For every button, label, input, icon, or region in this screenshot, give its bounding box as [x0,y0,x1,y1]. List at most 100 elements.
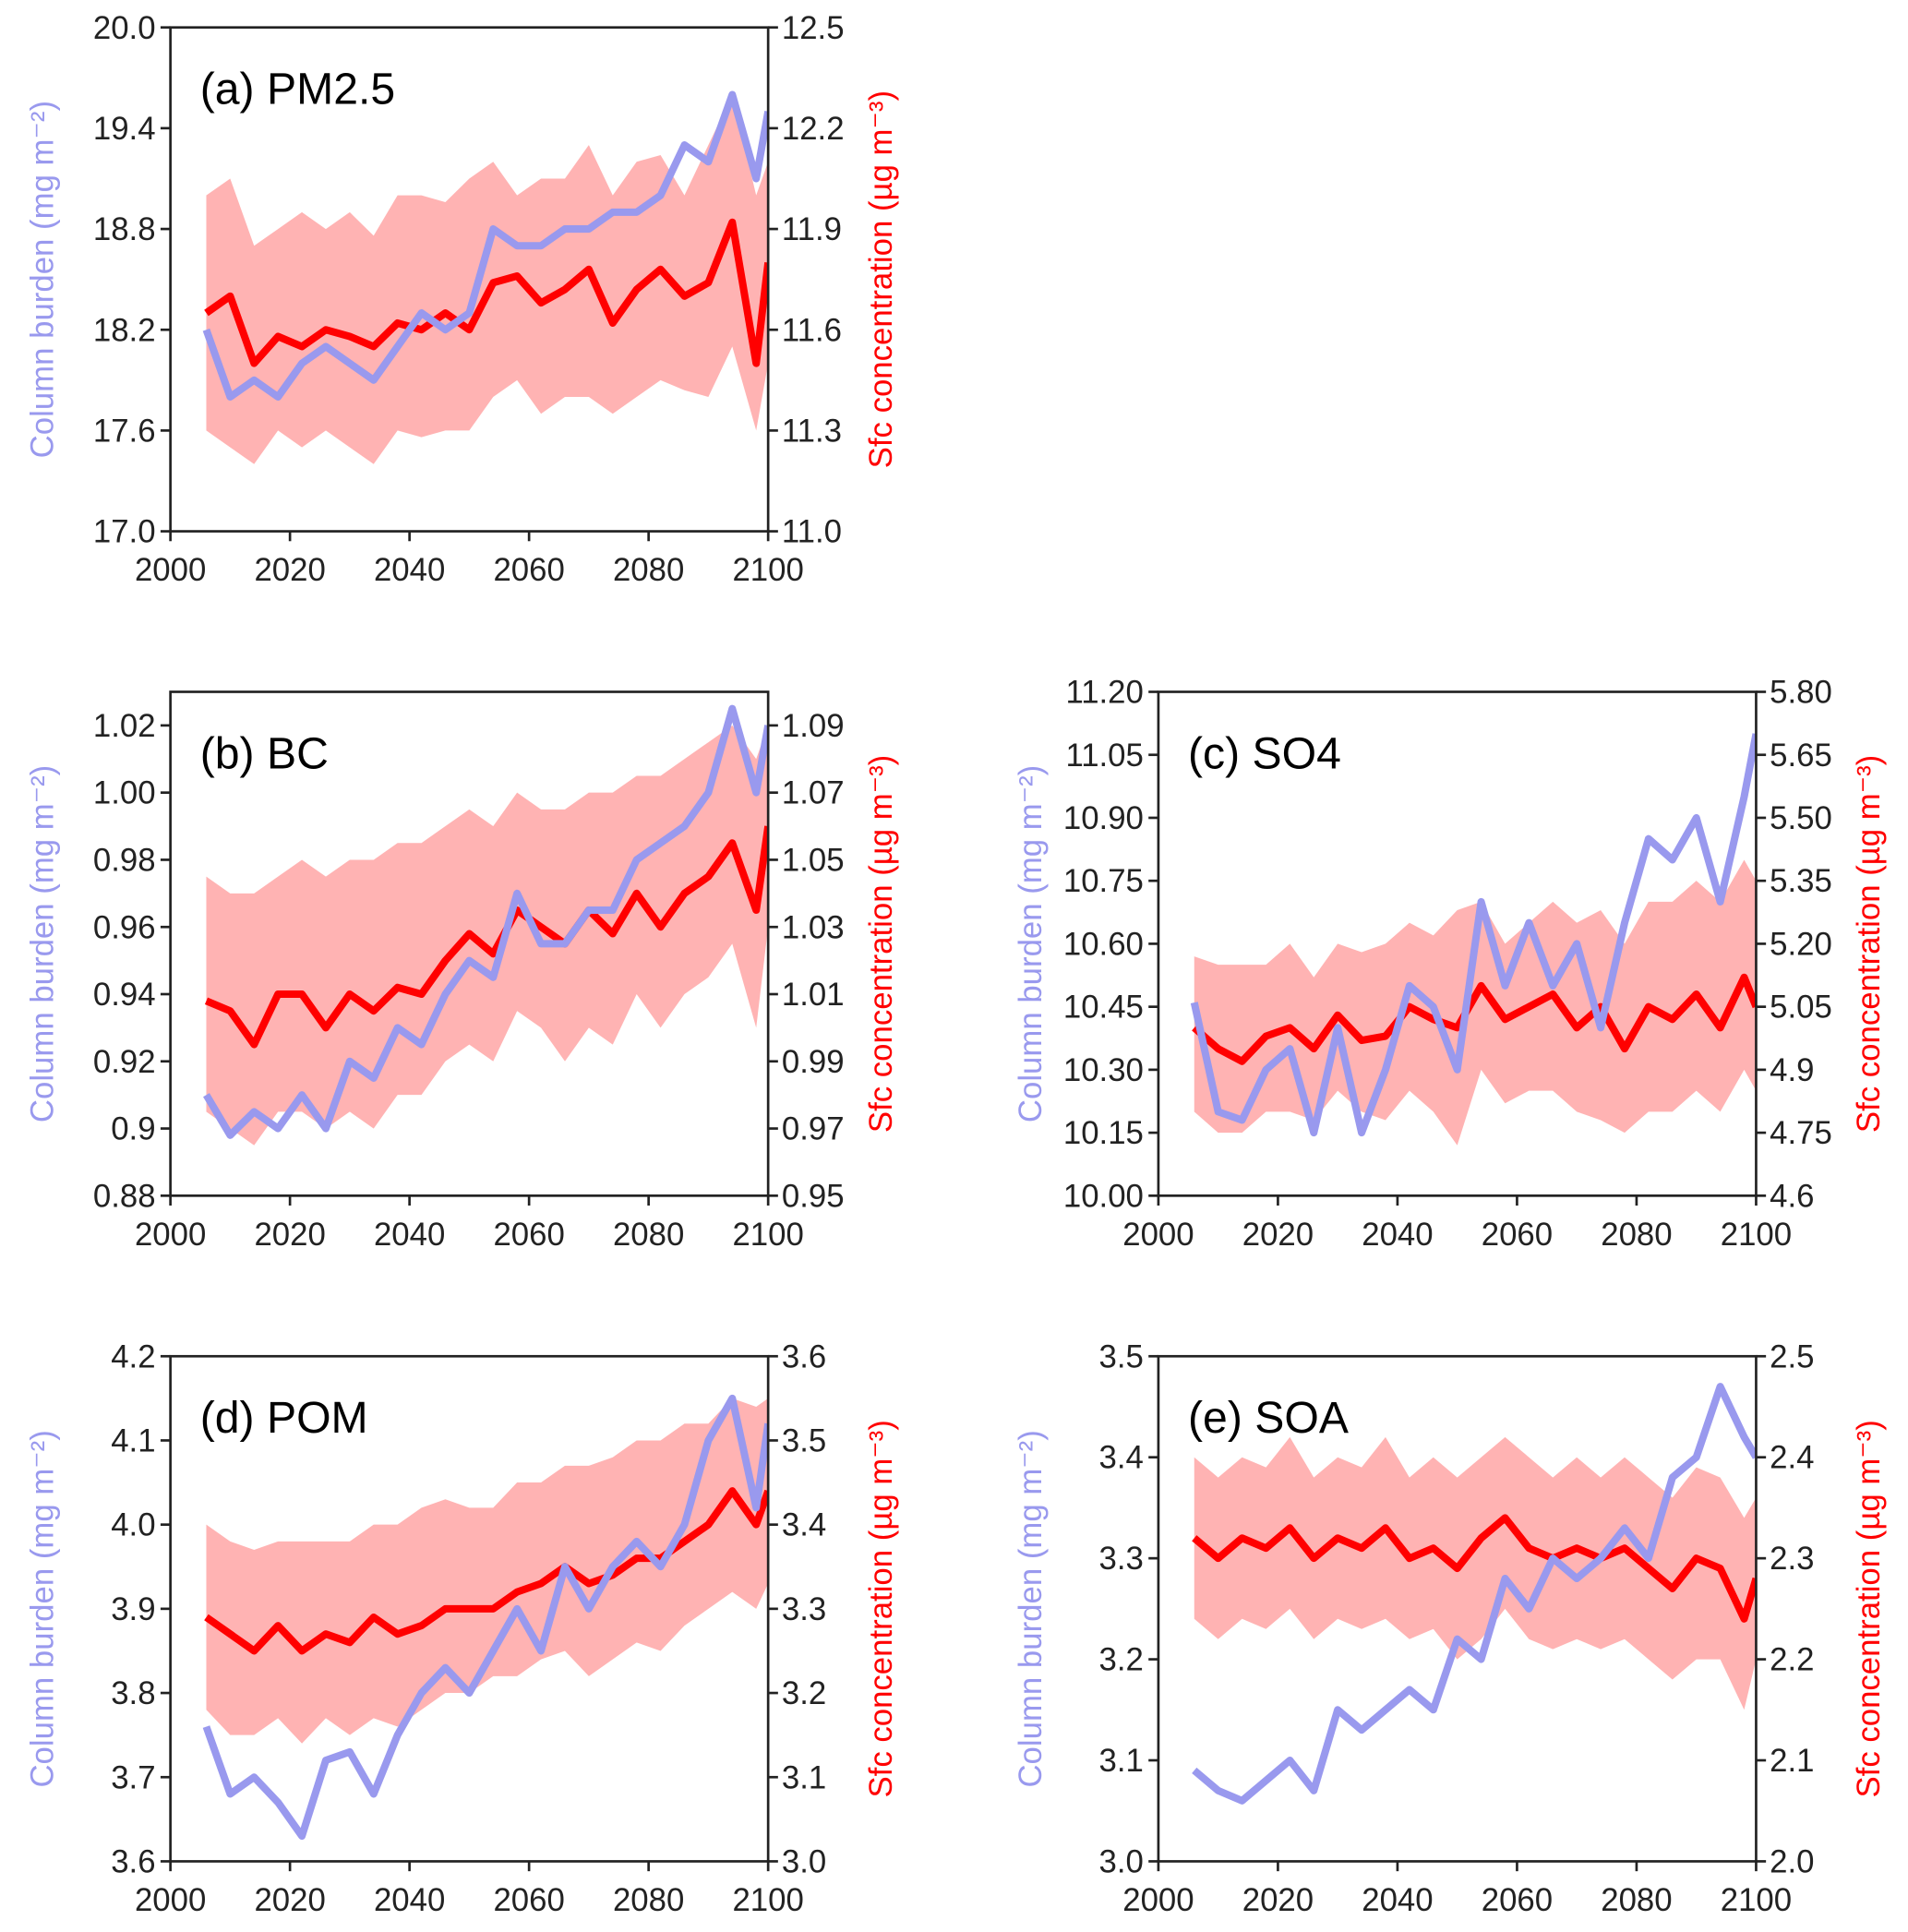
y-tick-label: 0.88 [93,1179,156,1214]
y-axis-label: Column burden (mg m⁻²) [26,1430,61,1787]
y2-axis-label: Sfc concentration (µg m⁻³) [864,90,899,468]
y2-tick-label: 2.0 [1770,1844,1814,1879]
y2-tick-label: 12.5 [782,11,845,46]
x-tick-label: 2060 [493,1883,564,1918]
y2-tick-label: 3.0 [782,1844,826,1879]
x-tick-label: 2060 [1482,1883,1553,1918]
y-tick-label: 0.94 [93,978,156,1013]
panel: 2000 2020 2040 2060 2080 2100 3.0 3.1 3.2 3.3 3.4 3… [1014,1339,1887,1918]
x-tick-label: 2080 [1601,1883,1672,1918]
y2-tick-label: 5.20 [1770,927,1832,962]
y2-tick-label: 3.3 [782,1592,826,1627]
range-band [206,1398,769,1744]
y-axis-label: Column burden (mg m⁻²) [26,765,61,1122]
y2-tick-label: 5.80 [1770,676,1832,711]
panel: 2000 2020 2040 2060 2080 2100 3.6 3.7 3.8 3.9 4.0 4… [26,1339,899,1918]
y-tick-label: 1.00 [93,776,156,811]
plot-area [1192,1383,1757,1805]
y2-tick-label: 0.99 [782,1045,845,1080]
plot-frame [169,26,770,533]
panel-title: (e) SOA [1188,1393,1350,1443]
x-tick-label: 2000 [135,553,206,588]
x-tick-label: 2100 [1721,1883,1792,1918]
y2-tick-label: 5.50 [1770,801,1832,836]
y-tick-label: 10.90 [1063,801,1144,836]
x-tick-label: 2100 [732,1883,803,1918]
y-tick-label: 11.05 [1065,738,1143,774]
x-tick-label: 2100 [1721,1218,1792,1253]
y-tick-label: 4.2 [111,1339,155,1374]
x-tick-label: 2060 [493,553,564,588]
range-band [206,725,769,1146]
y-tick-label: 3.3 [1099,1542,1144,1577]
y2-tick-label: 1.09 [782,709,845,744]
panel-title: (c) SO4 [1188,728,1341,778]
y2-tick-label: 11.6 [782,313,842,348]
x-tick-label: 2020 [254,553,325,588]
x-tick-label: 2080 [613,553,684,588]
y2-tick-label: 1.05 [782,843,845,878]
y-tick-label: 3.5 [1099,1339,1144,1374]
y-tick-label: 0.92 [93,1045,156,1080]
x-tick-label: 2020 [254,1218,325,1253]
series-line [1192,1383,1757,1805]
y2-tick-label: 11.0 [782,515,842,550]
y-tick-label: 3.4 [1099,1441,1144,1476]
y-tick-label: 19.4 [93,112,156,147]
plot-area [202,90,769,464]
y2-tick-label: 2.5 [1770,1339,1814,1374]
y-tick-label: 20.0 [93,11,156,46]
panel-title: (b) BC [200,728,329,778]
y-tick-label: 10.45 [1063,990,1144,1026]
x-tick-label: 2000 [135,1218,206,1253]
x-tick-label: 2020 [1242,1218,1314,1253]
y-axis-label: Column burden (mg m⁻²) [26,101,61,458]
x-tick-label: 2040 [374,553,445,588]
y2-axis-label: Sfc concentration (µg m⁻³) [864,755,899,1133]
y2-tick-label: 3.2 [782,1676,826,1711]
y-tick-label: 3.6 [111,1844,155,1879]
y2-tick-label: 1.03 [782,910,845,945]
y2-tick-label: 2.2 [1770,1643,1814,1678]
y2-tick-label: 4.75 [1770,1116,1832,1151]
plot-area [202,1394,769,1841]
y-tick-label: 10.75 [1063,864,1144,899]
series-line [204,218,769,367]
y-tick-label: 18.2 [93,313,156,348]
panel-title: (a) PM2.5 [200,65,395,114]
y2-tick-label: 3.4 [782,1508,826,1543]
series-line [202,1394,769,1841]
y-tick-label: 10.15 [1063,1116,1144,1151]
y2-tick-label: 4.9 [1770,1053,1814,1088]
series-line [202,90,769,402]
x-tick-label: 2020 [254,1883,325,1918]
y2-axis-label: Sfc concentration (µg m⁻³) [1852,755,1887,1133]
panel-title: (d) POM [200,1393,368,1443]
y-axis-label: Column burden (mg m⁻²) [1014,1430,1049,1787]
series-line [1192,973,1757,1065]
series-line [204,1487,769,1655]
range-band [1194,1436,1757,1710]
y-tick-label: 0.9 [111,1112,155,1147]
x-tick-label: 2000 [135,1883,206,1918]
y2-tick-label: 1.07 [782,776,845,811]
y-tick-label: 18.8 [93,212,156,247]
y2-axis-label: Sfc concentration (µg m⁻³) [864,1420,899,1797]
y-tick-label: 1.02 [93,709,156,744]
x-tick-label: 2040 [1362,1883,1433,1918]
y-tick-label: 10.30 [1063,1053,1144,1088]
range-band [206,94,769,464]
x-tick-label: 2020 [1242,1883,1314,1918]
series-line [204,825,769,1049]
y-tick-label: 3.0 [1099,1844,1144,1879]
x-tick-label: 2040 [374,1218,445,1253]
y-tick-label: 17.6 [93,414,156,449]
y-tick-label: 3.1 [1099,1744,1144,1779]
y-tick-label: 3.8 [111,1676,155,1711]
x-tick-label: 2060 [1482,1218,1553,1253]
series-line [203,704,769,1139]
y2-tick-label: 5.35 [1770,864,1832,899]
y2-tick-label: 0.95 [782,1179,845,1214]
